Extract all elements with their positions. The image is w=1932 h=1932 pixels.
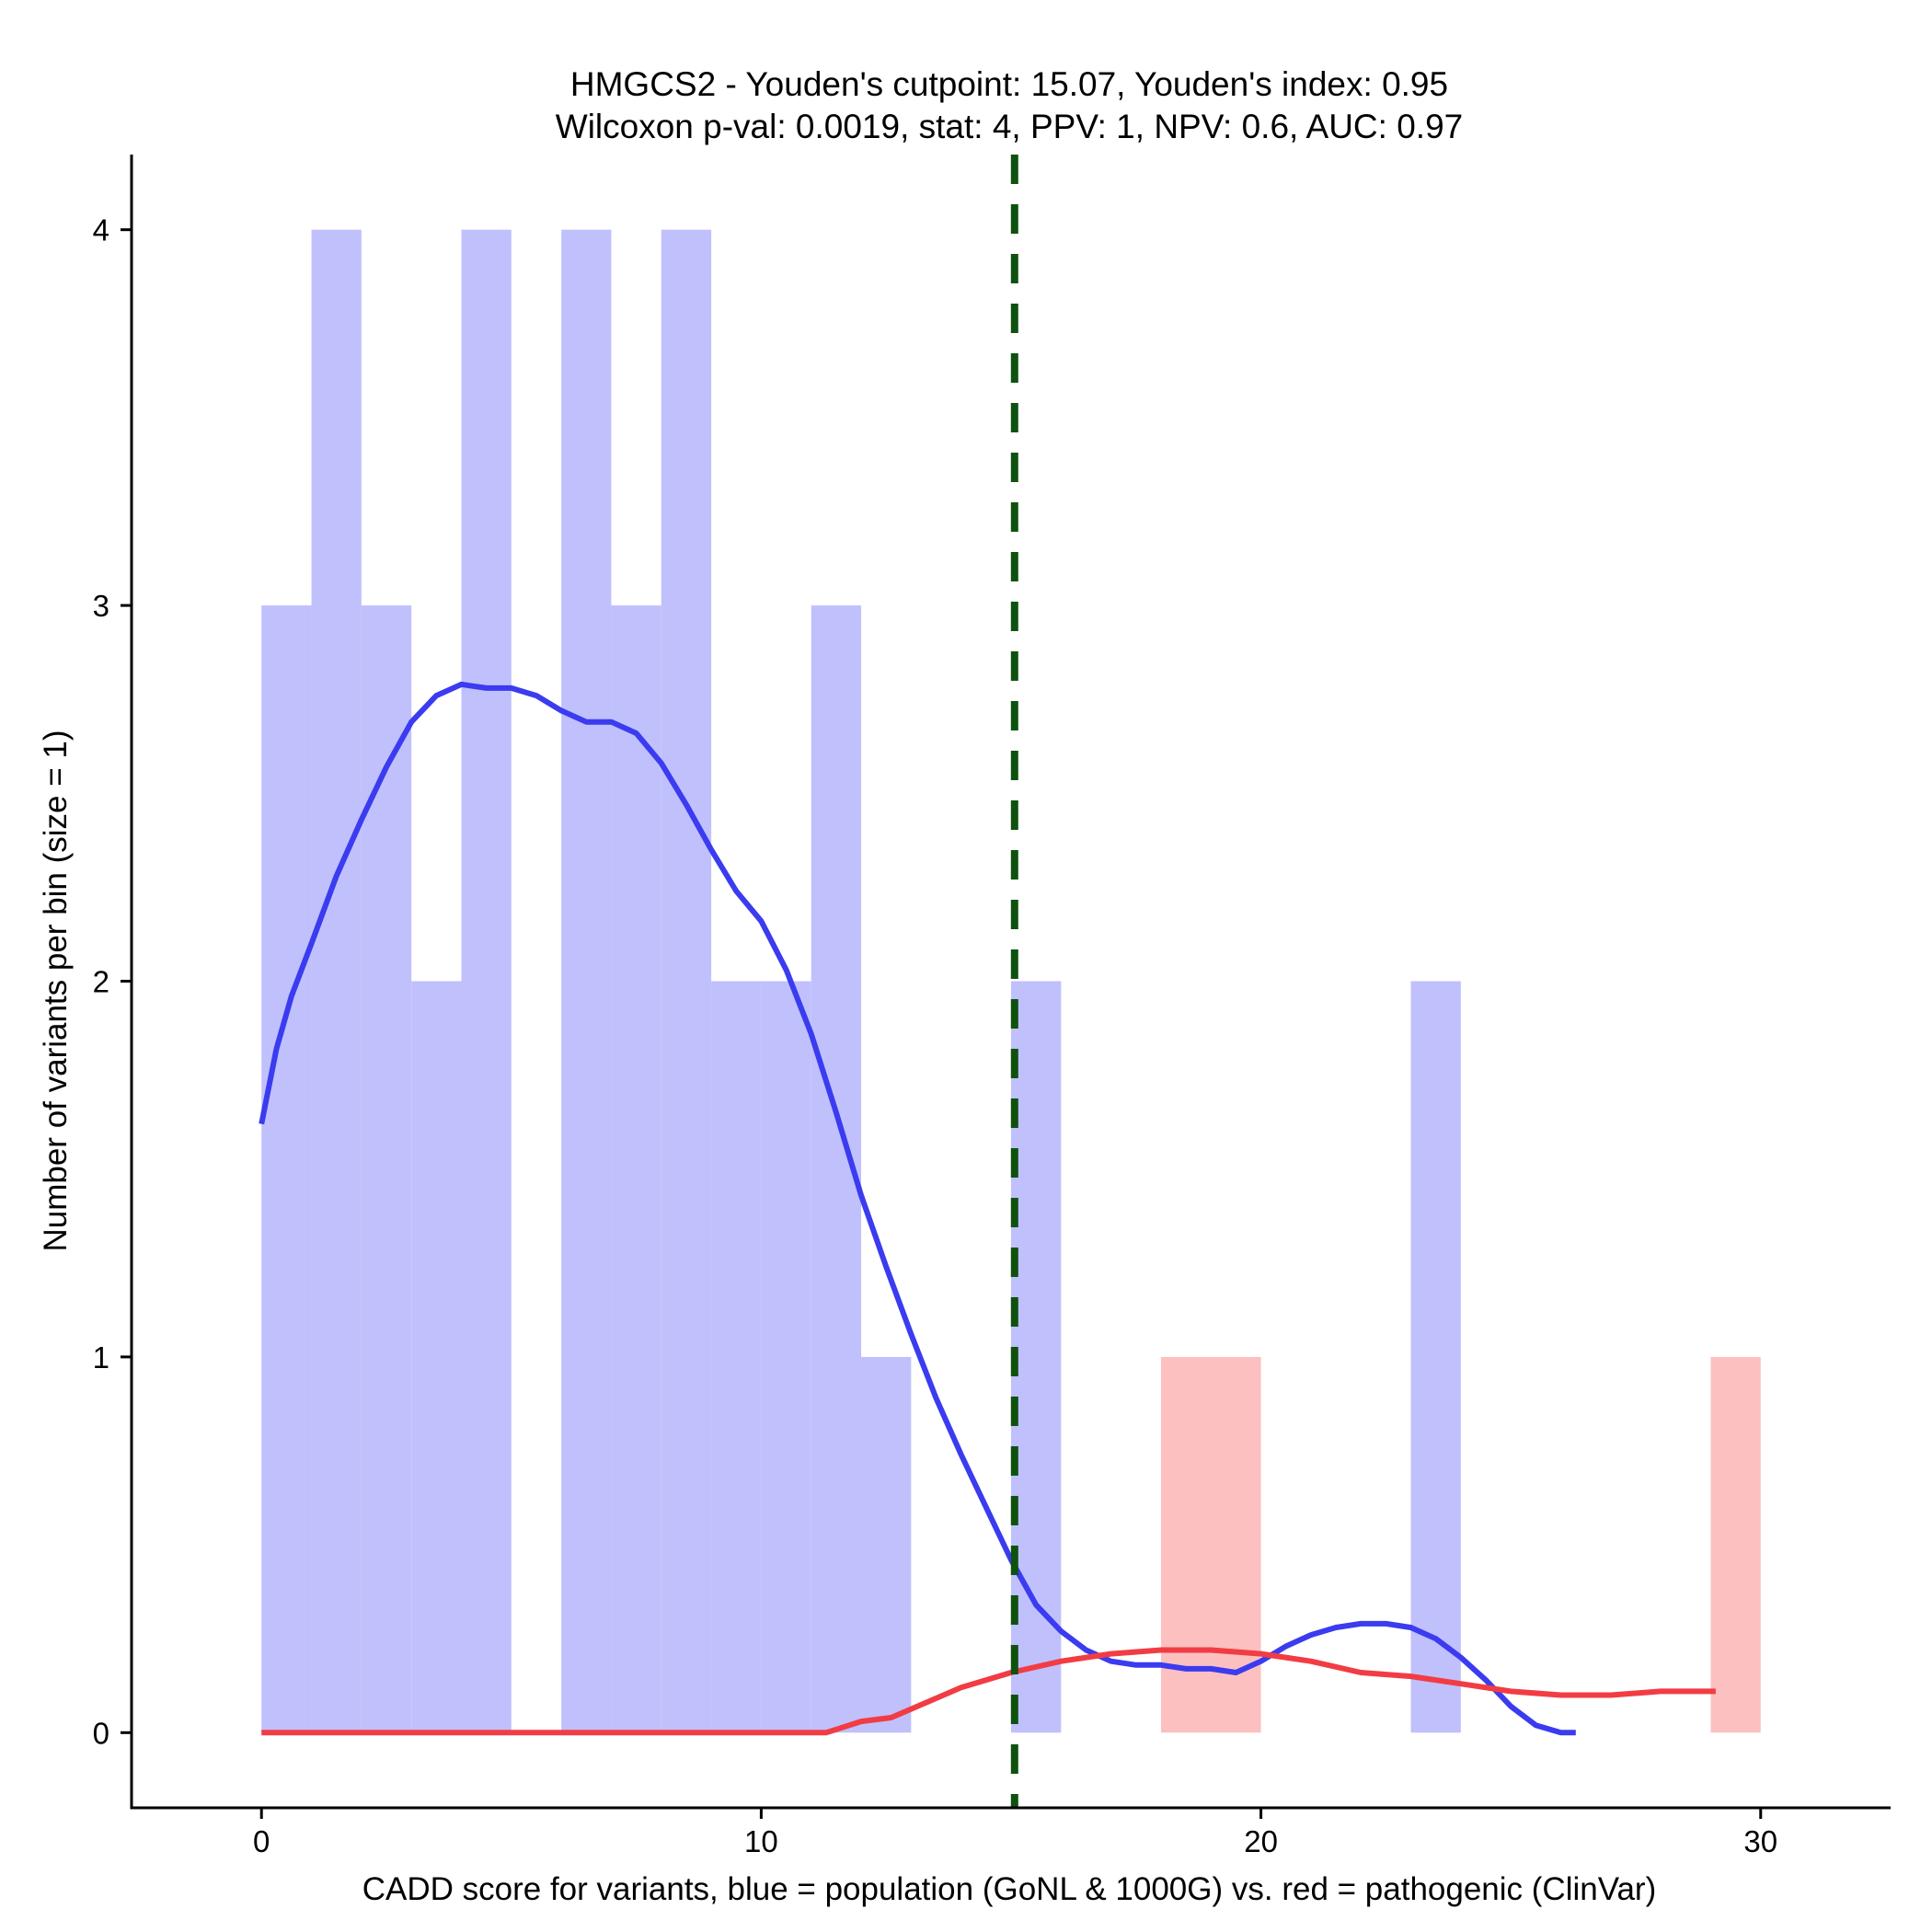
pathogenic-density-line bbox=[261, 1647, 1716, 1736]
population-bar bbox=[461, 229, 512, 1733]
y-tick-label: 3 bbox=[93, 589, 109, 623]
population-bar bbox=[611, 605, 661, 1733]
population-bar bbox=[361, 605, 412, 1733]
x-tick-label: 10 bbox=[744, 1824, 778, 1858]
population-bar bbox=[861, 1356, 912, 1733]
population-bar bbox=[711, 981, 762, 1733]
x-axis-label: CADD score for variants, blue = populati… bbox=[362, 1871, 1657, 1907]
population-density-line bbox=[259, 681, 1576, 1736]
population-bar bbox=[661, 229, 712, 1733]
y-tick-label: 2 bbox=[93, 965, 109, 999]
population-bar bbox=[1410, 981, 1461, 1733]
y-tick-label: 4 bbox=[93, 213, 109, 247]
x-tick-label: 20 bbox=[1244, 1824, 1278, 1858]
x-tick-label: 0 bbox=[253, 1824, 270, 1858]
axes bbox=[121, 155, 1891, 1819]
chart-title-line-2: Wilcoxon p-val: 0.0019, stat: 4, PPV: 1,… bbox=[556, 108, 1463, 145]
population-bar bbox=[761, 981, 811, 1733]
population-bar bbox=[311, 229, 362, 1733]
tick-labels: 0 10 20 30 0 1 2 3 4 bbox=[93, 213, 1777, 1858]
y-axis-label: Number of variants per bin (size = 1) bbox=[38, 730, 74, 1251]
population-bar bbox=[261, 605, 312, 1733]
y-tick-label: 0 bbox=[93, 1716, 109, 1750]
pathogenic-bar bbox=[1710, 1356, 1761, 1733]
pathogenic-bar bbox=[1160, 1356, 1261, 1733]
population-bar bbox=[561, 229, 612, 1733]
x-tick-label: 30 bbox=[1743, 1824, 1777, 1858]
chart-title-line-1: HMGCS2 - Youden's cutpoint: 15.07, Youde… bbox=[570, 65, 1448, 103]
y-tick-label: 1 bbox=[93, 1340, 109, 1374]
density-lines bbox=[259, 681, 1716, 1736]
population-bar bbox=[411, 981, 462, 1733]
